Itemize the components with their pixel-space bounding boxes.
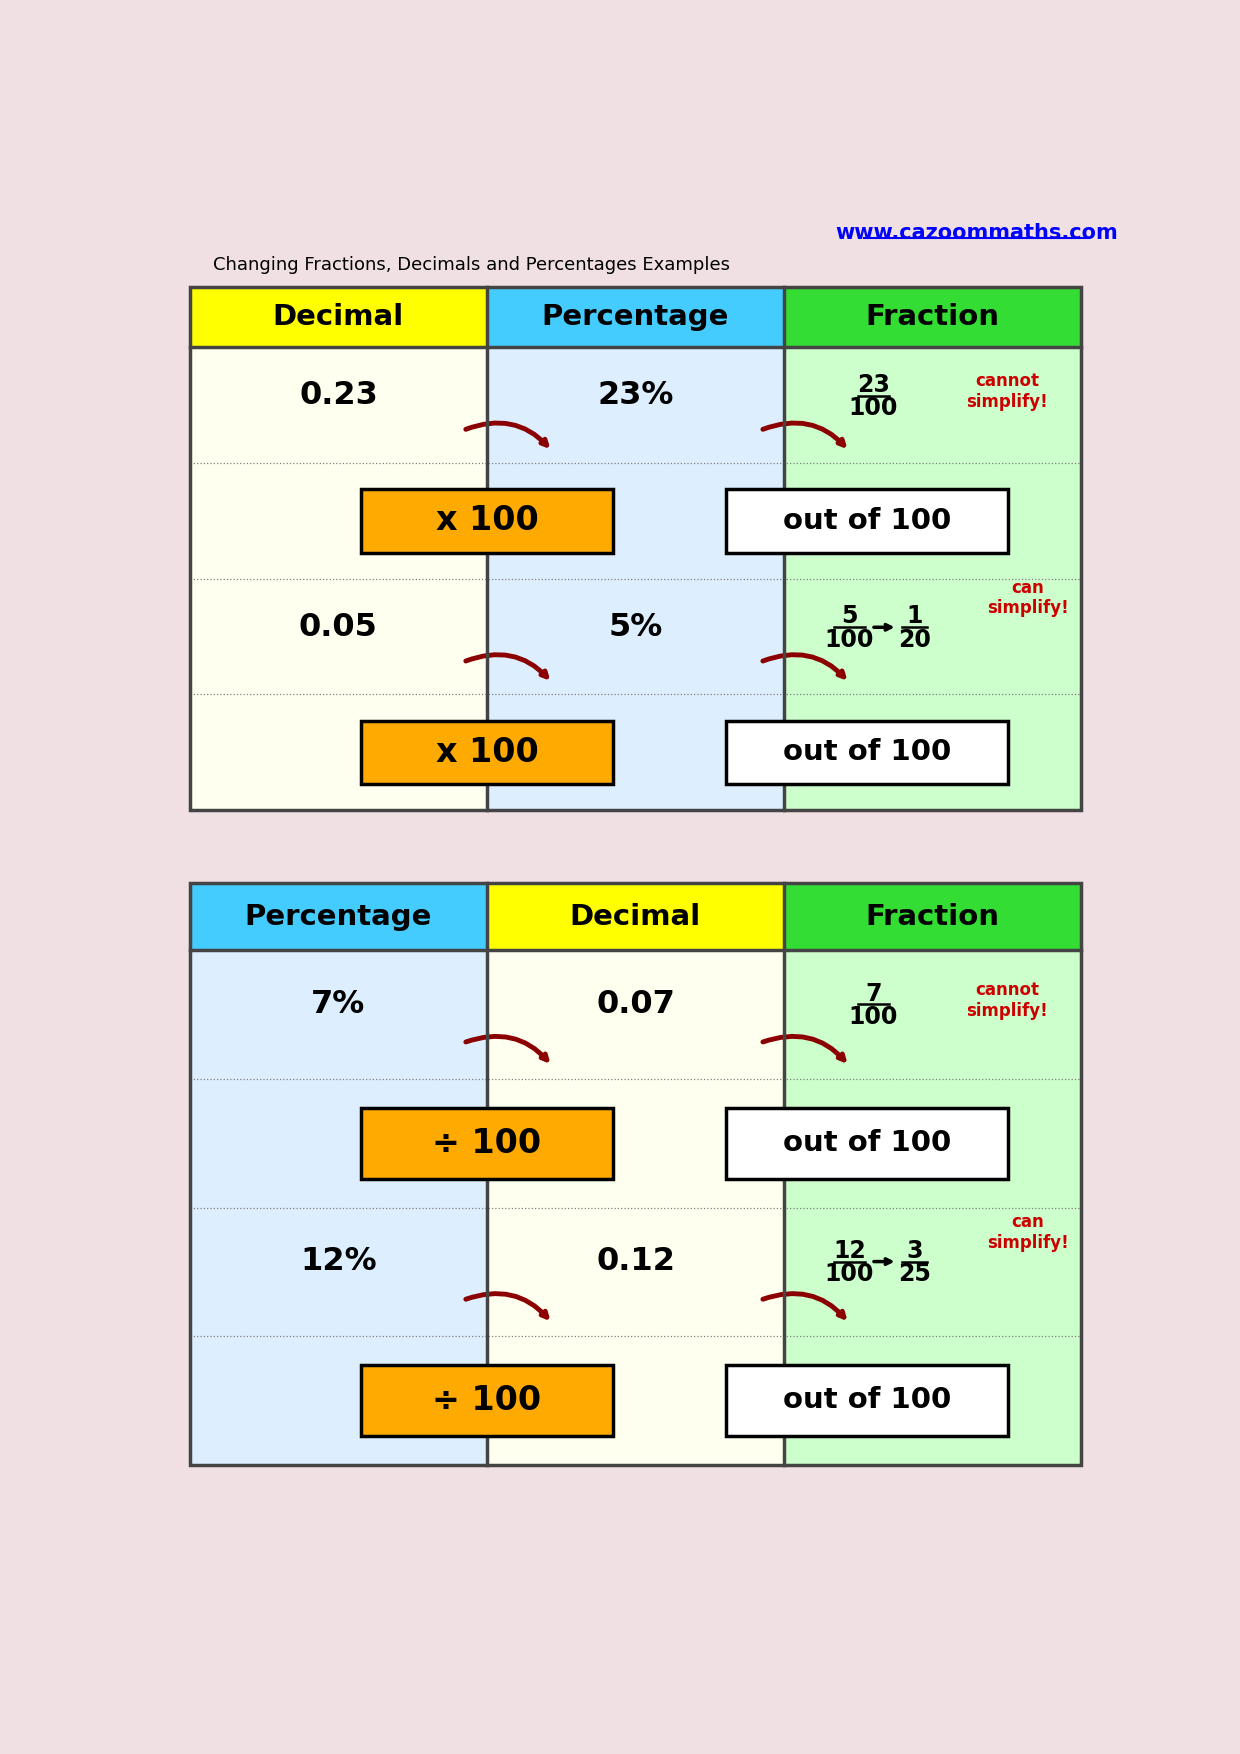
Text: 7%: 7% bbox=[311, 989, 366, 1019]
Text: 23%: 23% bbox=[598, 381, 673, 410]
Text: out of 100: out of 100 bbox=[784, 1386, 951, 1414]
Text: www.cazoommaths.com: www.cazoommaths.com bbox=[835, 223, 1118, 242]
Text: 100: 100 bbox=[825, 628, 874, 651]
Text: 3: 3 bbox=[906, 1238, 923, 1263]
Bar bbox=[361, 1365, 614, 1437]
Bar bbox=[190, 884, 487, 951]
Text: Decimal: Decimal bbox=[273, 303, 404, 332]
Text: 12: 12 bbox=[833, 1238, 866, 1263]
Text: cannot
simplify!: cannot simplify! bbox=[966, 372, 1048, 410]
Text: 0.05: 0.05 bbox=[299, 612, 378, 642]
Bar bbox=[190, 951, 487, 1465]
Bar bbox=[727, 721, 1008, 784]
Text: 20: 20 bbox=[898, 628, 931, 651]
Text: 5: 5 bbox=[841, 605, 858, 628]
Text: out of 100: out of 100 bbox=[784, 1130, 951, 1158]
Text: 25: 25 bbox=[898, 1261, 931, 1286]
Text: Fraction: Fraction bbox=[866, 303, 999, 332]
Text: 23: 23 bbox=[857, 374, 889, 396]
Bar bbox=[190, 286, 487, 347]
Text: 100: 100 bbox=[825, 1261, 874, 1286]
Text: x 100: x 100 bbox=[435, 503, 538, 537]
Text: 12%: 12% bbox=[300, 1245, 377, 1277]
Bar bbox=[727, 1109, 1008, 1179]
Text: 100: 100 bbox=[848, 396, 898, 419]
Bar bbox=[190, 884, 1081, 1465]
Text: 5%: 5% bbox=[609, 612, 662, 642]
Bar bbox=[784, 347, 1081, 810]
Bar bbox=[727, 489, 1008, 553]
Text: Changing Fractions, Decimals and Percentages Examples: Changing Fractions, Decimals and Percent… bbox=[213, 256, 730, 274]
Text: out of 100: out of 100 bbox=[784, 738, 951, 766]
Text: 100: 100 bbox=[848, 1005, 898, 1028]
Bar bbox=[190, 286, 1081, 810]
Text: 1: 1 bbox=[906, 605, 923, 628]
Text: ÷ 100: ÷ 100 bbox=[433, 1126, 542, 1159]
Text: Percentage: Percentage bbox=[542, 303, 729, 332]
Text: Decimal: Decimal bbox=[570, 903, 701, 931]
Bar bbox=[487, 286, 784, 347]
Bar bbox=[190, 347, 487, 810]
Text: cannot
simplify!: cannot simplify! bbox=[966, 980, 1048, 1019]
Text: Percentage: Percentage bbox=[244, 903, 432, 931]
Text: x 100: x 100 bbox=[435, 737, 538, 768]
Text: 0.23: 0.23 bbox=[299, 381, 378, 410]
Text: 0.07: 0.07 bbox=[596, 989, 675, 1019]
Bar bbox=[361, 721, 614, 784]
Text: Fraction: Fraction bbox=[866, 903, 999, 931]
Bar bbox=[784, 951, 1081, 1465]
Text: 0.12: 0.12 bbox=[596, 1245, 675, 1277]
Text: can
simplify!: can simplify! bbox=[987, 579, 1069, 617]
Bar bbox=[487, 347, 784, 810]
Text: ÷ 100: ÷ 100 bbox=[433, 1384, 542, 1417]
Bar bbox=[784, 286, 1081, 347]
Text: can
simplify!: can simplify! bbox=[987, 1214, 1069, 1252]
Text: out of 100: out of 100 bbox=[784, 507, 951, 535]
Bar bbox=[487, 951, 784, 1465]
Bar bbox=[361, 1109, 614, 1179]
Text: 7: 7 bbox=[866, 982, 882, 1005]
Bar bbox=[727, 1365, 1008, 1437]
Bar bbox=[487, 884, 784, 951]
Bar bbox=[361, 489, 614, 553]
Bar bbox=[784, 884, 1081, 951]
